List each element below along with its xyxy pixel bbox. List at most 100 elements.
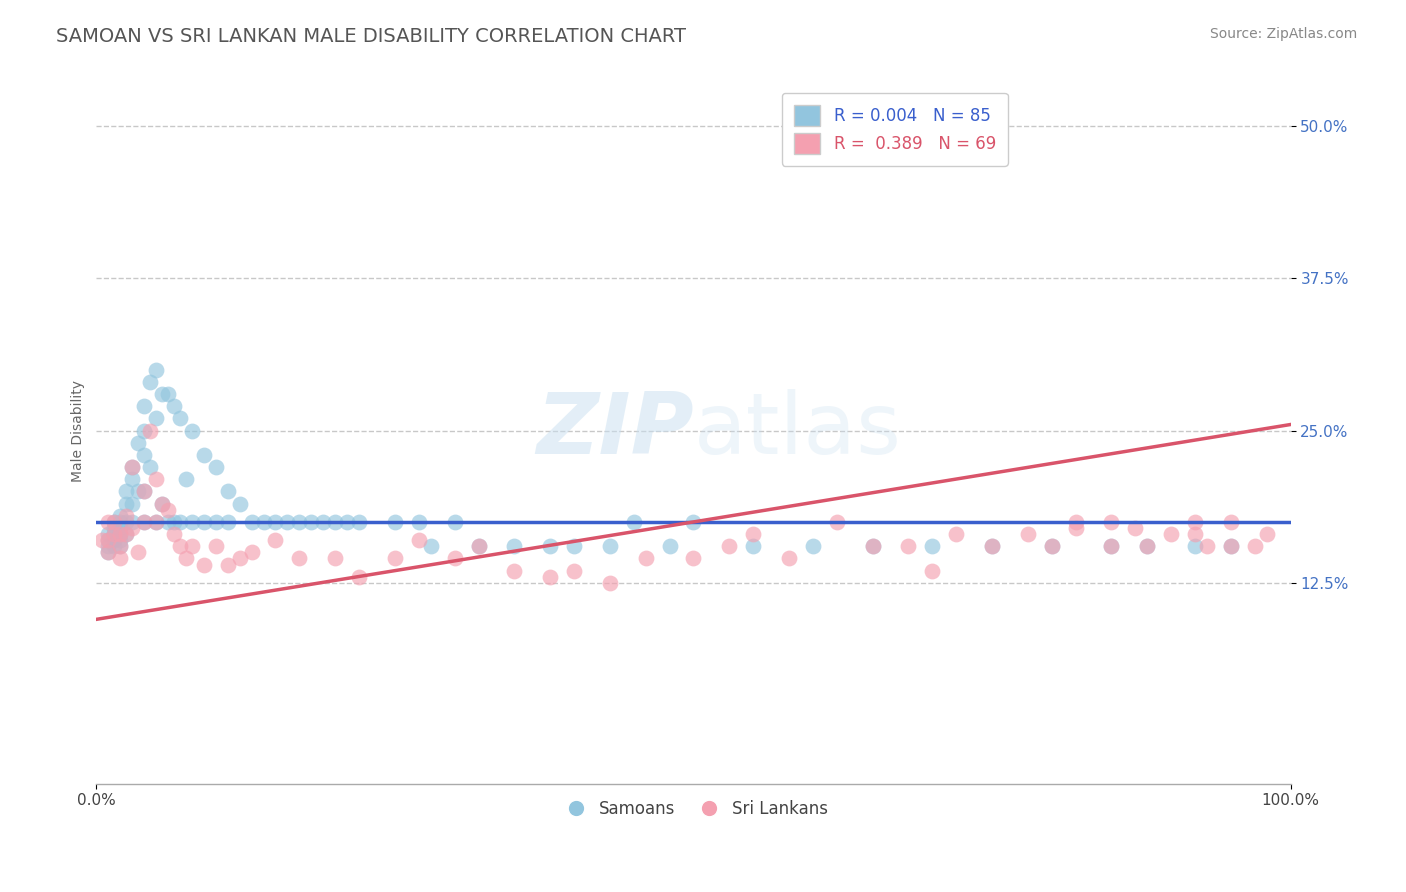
Point <box>97 545 120 559</box>
Point <box>145 515 167 529</box>
Point <box>742 539 765 553</box>
Point <box>115 527 138 541</box>
Point <box>825 515 848 529</box>
Point <box>384 515 406 529</box>
Point <box>264 533 287 548</box>
Y-axis label: Male Disability: Male Disability <box>72 380 86 482</box>
Point <box>599 575 621 590</box>
Point <box>801 539 824 553</box>
Point <box>115 484 138 499</box>
Point <box>180 424 202 438</box>
Point <box>180 515 202 529</box>
Point <box>634 551 657 566</box>
Point <box>115 508 138 523</box>
Point <box>174 472 197 486</box>
Point <box>110 508 132 523</box>
Point <box>742 527 765 541</box>
Point <box>658 539 681 553</box>
Point <box>139 460 162 475</box>
Point <box>145 362 167 376</box>
Point <box>312 515 335 529</box>
Point <box>1256 527 1278 541</box>
Point <box>110 551 132 566</box>
Point <box>97 539 120 553</box>
Point <box>103 539 125 553</box>
Point <box>682 515 704 529</box>
Legend: Samoans, Sri Lankans: Samoans, Sri Lankans <box>553 794 835 825</box>
Point <box>897 539 920 553</box>
Point <box>1017 527 1039 541</box>
Point <box>1136 539 1159 553</box>
Point <box>103 527 125 541</box>
Point <box>115 527 138 541</box>
Point <box>562 539 585 553</box>
Point <box>115 515 138 529</box>
Point <box>193 515 215 529</box>
Point <box>240 545 263 559</box>
Point <box>204 460 226 475</box>
Point <box>127 484 149 499</box>
Point <box>1219 515 1241 529</box>
Point <box>945 527 967 541</box>
Point <box>1101 539 1123 553</box>
Point <box>217 484 239 499</box>
Point <box>1040 539 1063 553</box>
Point <box>862 539 884 553</box>
Text: atlas: atlas <box>693 389 901 472</box>
Point <box>1160 527 1182 541</box>
Point <box>145 411 167 425</box>
Point <box>1219 539 1241 553</box>
Point <box>163 515 186 529</box>
Point <box>276 515 298 529</box>
Point <box>1101 515 1123 529</box>
Text: SAMOAN VS SRI LANKAN MALE DISABILITY CORRELATION CHART: SAMOAN VS SRI LANKAN MALE DISABILITY COR… <box>56 27 686 45</box>
Point <box>1243 539 1265 553</box>
Point <box>538 539 561 553</box>
Point <box>115 497 138 511</box>
Point <box>110 527 132 541</box>
Point <box>134 484 156 499</box>
Point <box>921 539 943 553</box>
Text: Source: ZipAtlas.com: Source: ZipAtlas.com <box>1209 27 1357 41</box>
Point <box>169 411 191 425</box>
Point <box>1219 539 1241 553</box>
Point <box>156 387 179 401</box>
Point <box>1136 539 1159 553</box>
Point <box>110 539 132 553</box>
Point <box>1064 515 1087 529</box>
Point <box>347 570 370 584</box>
Point <box>103 533 125 548</box>
Point <box>503 539 526 553</box>
Point <box>862 539 884 553</box>
Point <box>240 515 263 529</box>
Point <box>163 527 186 541</box>
Point <box>145 472 167 486</box>
Point <box>97 545 120 559</box>
Text: ZIP: ZIP <box>536 389 693 472</box>
Point <box>127 435 149 450</box>
Point <box>103 521 125 535</box>
Point <box>91 533 114 548</box>
Point <box>264 515 287 529</box>
Point <box>121 460 143 475</box>
Point <box>121 515 143 529</box>
Point <box>1184 515 1206 529</box>
Point <box>682 551 704 566</box>
Point <box>1101 539 1123 553</box>
Point <box>408 533 430 548</box>
Point <box>103 515 125 529</box>
Point <box>174 551 197 566</box>
Point <box>718 539 741 553</box>
Point <box>347 515 370 529</box>
Point <box>981 539 1004 553</box>
Point <box>110 539 132 553</box>
Point <box>145 515 167 529</box>
Point <box>134 424 156 438</box>
Point <box>599 539 621 553</box>
Point <box>110 515 132 529</box>
Point <box>97 533 120 548</box>
Point <box>156 502 179 516</box>
Point <box>134 515 156 529</box>
Point <box>467 539 489 553</box>
Point <box>503 564 526 578</box>
